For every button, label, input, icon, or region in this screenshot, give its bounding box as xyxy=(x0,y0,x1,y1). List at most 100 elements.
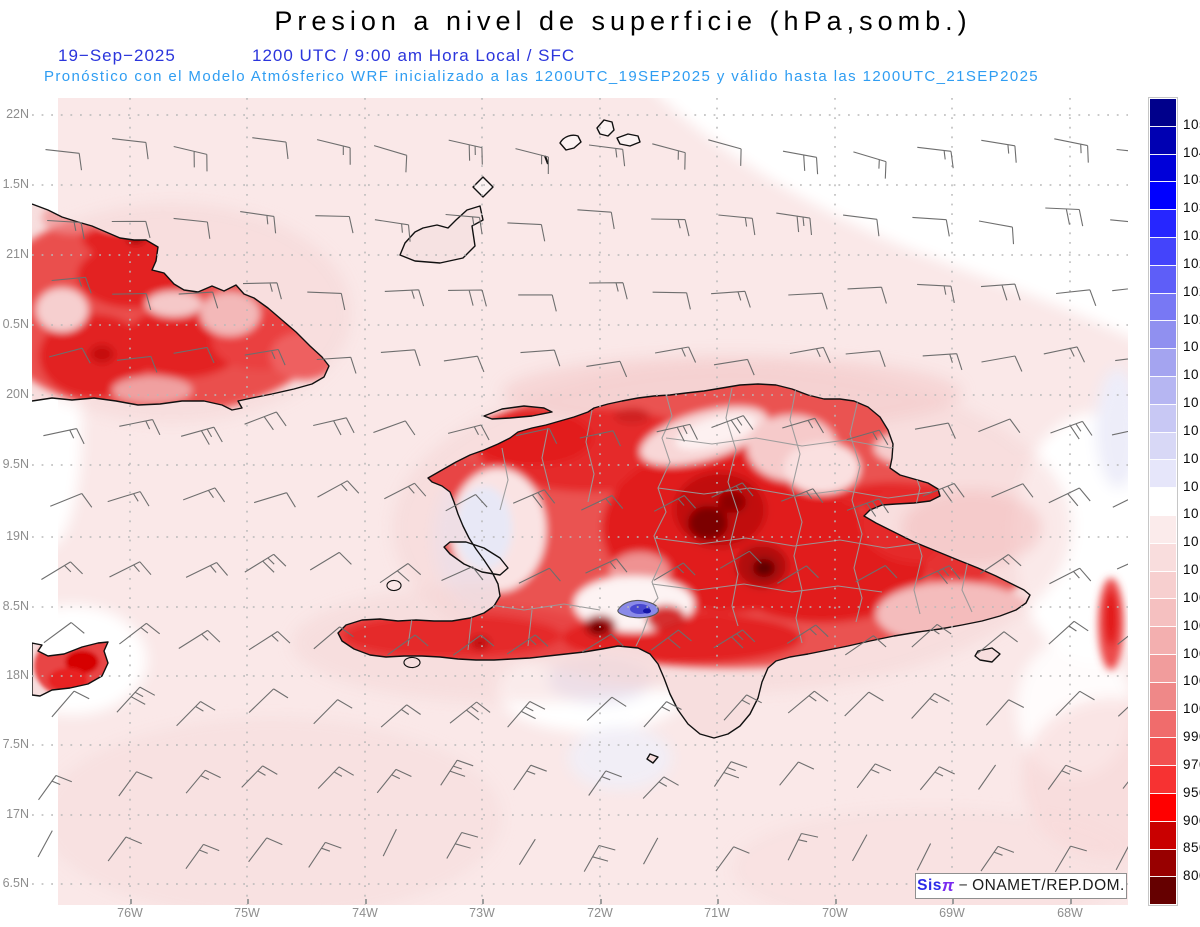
wind-barb xyxy=(380,704,421,728)
wind-barb xyxy=(981,139,1017,163)
colorbar-block xyxy=(1150,460,1176,489)
wind-barb xyxy=(313,626,354,650)
wind-barb xyxy=(111,220,151,239)
wind-barb xyxy=(653,495,697,512)
lon-label: 68W xyxy=(1057,906,1083,920)
wind-barb xyxy=(713,629,756,649)
wind-barb xyxy=(316,139,351,165)
colorbar-block xyxy=(1150,738,1176,767)
wind-barb xyxy=(107,836,142,862)
wind-barb xyxy=(518,294,557,312)
wind-barb xyxy=(50,492,93,508)
wind-barb xyxy=(711,482,754,498)
colorbar-value: 1022 xyxy=(1183,283,1200,299)
lon-tick xyxy=(952,899,954,904)
wind-barb xyxy=(911,623,952,648)
wind-barb xyxy=(979,554,1022,574)
wind-barb xyxy=(513,764,547,791)
colorbar-value: 1020 xyxy=(1183,311,1200,327)
wind-barb xyxy=(583,844,616,872)
colorbar-value: 990 xyxy=(1183,729,1200,745)
wind-barb xyxy=(374,219,411,242)
wind-barb xyxy=(1048,620,1089,645)
wind-barb xyxy=(1047,764,1082,790)
wind-barb xyxy=(445,213,483,235)
colorbar-value: 900 xyxy=(1183,812,1200,828)
wind-barb xyxy=(1043,346,1085,363)
wind-barb xyxy=(711,290,751,308)
wind-barb xyxy=(978,418,1021,434)
colorbar-block xyxy=(1150,376,1176,405)
wind-barb xyxy=(185,769,221,794)
wind-barb xyxy=(777,565,819,584)
wind-barb xyxy=(173,346,215,364)
wind-barb xyxy=(917,283,955,304)
lat-label: 0.5N xyxy=(2,317,29,331)
watermark-separator: − xyxy=(958,877,969,894)
wind-barb xyxy=(708,139,742,166)
colorbar-block xyxy=(1150,766,1176,794)
lon-tick xyxy=(482,899,484,904)
wind-barb xyxy=(586,696,627,721)
wind-barb xyxy=(384,482,427,500)
wind-barb xyxy=(588,770,622,796)
wind-barb xyxy=(317,766,354,789)
lon-tick xyxy=(600,899,602,904)
wind-barb xyxy=(643,837,659,865)
wind-barb xyxy=(846,498,889,517)
watermark-pi-icon: π xyxy=(941,876,955,895)
lon-tick xyxy=(130,899,132,904)
colorbar-value: 1035 xyxy=(1183,172,1200,188)
wind-barb xyxy=(317,480,360,498)
lon-label: 70W xyxy=(822,906,848,920)
colorbar-value: 1015 xyxy=(1183,450,1200,466)
lat-label: 20N xyxy=(6,387,29,401)
wind-barb xyxy=(107,491,150,507)
colorbar-value: 1004 xyxy=(1183,645,1200,661)
colorbar-block xyxy=(1150,237,1176,266)
wind-barb xyxy=(452,634,495,656)
colorbar-block xyxy=(1150,488,1176,516)
wind-barb xyxy=(43,622,85,644)
colorbar-block xyxy=(1150,654,1176,683)
colorbar-block xyxy=(1150,154,1176,183)
wind-barb xyxy=(788,292,828,310)
colorbar-block xyxy=(1150,682,1176,711)
wind-barb xyxy=(779,761,815,786)
wind-barb xyxy=(978,220,1015,245)
wind-barb xyxy=(244,553,287,573)
wind-barb xyxy=(185,562,229,578)
wind-barb xyxy=(379,563,422,584)
colorbar-block xyxy=(1150,793,1176,822)
wind-barb xyxy=(711,415,754,434)
wind-barb xyxy=(316,356,357,374)
colorbar-block xyxy=(1150,99,1176,127)
wind-barb xyxy=(918,565,961,585)
wind-barb xyxy=(384,289,425,307)
colorbar-value: 1028 xyxy=(1183,228,1200,244)
map-plot-area xyxy=(0,68,1200,927)
watermark-org: ONAMET/REP.DOM. xyxy=(972,877,1125,894)
wind-barb xyxy=(447,424,490,441)
wind-barb xyxy=(782,417,824,434)
wind-barb xyxy=(41,561,83,580)
colorbar-value: 1018 xyxy=(1183,367,1200,383)
lat-label: 1.5N xyxy=(2,177,29,191)
watermark: Sis π − ONAMET/REP.DOM. xyxy=(915,873,1127,899)
latitude-axis: 22N 1.5N 21N 0.5N 20N 9.5N 19N 8.5N 18N 7.5N 17N 6.… xyxy=(0,0,30,927)
wind-barb xyxy=(916,843,932,871)
wind-barb xyxy=(119,419,161,436)
wind-barb xyxy=(991,483,1034,498)
wind-barb xyxy=(518,838,536,865)
wind-barb xyxy=(919,766,955,791)
wind-barb xyxy=(448,139,483,165)
colorbar-value: 1016 xyxy=(1183,422,1200,438)
colorbar-block xyxy=(1150,599,1176,628)
colorbar xyxy=(1148,97,1178,906)
wind-barb xyxy=(787,690,829,714)
wind-barb xyxy=(51,276,92,294)
wind-barb xyxy=(387,634,429,656)
wind-barb xyxy=(380,349,421,367)
wind-barb xyxy=(180,426,223,445)
